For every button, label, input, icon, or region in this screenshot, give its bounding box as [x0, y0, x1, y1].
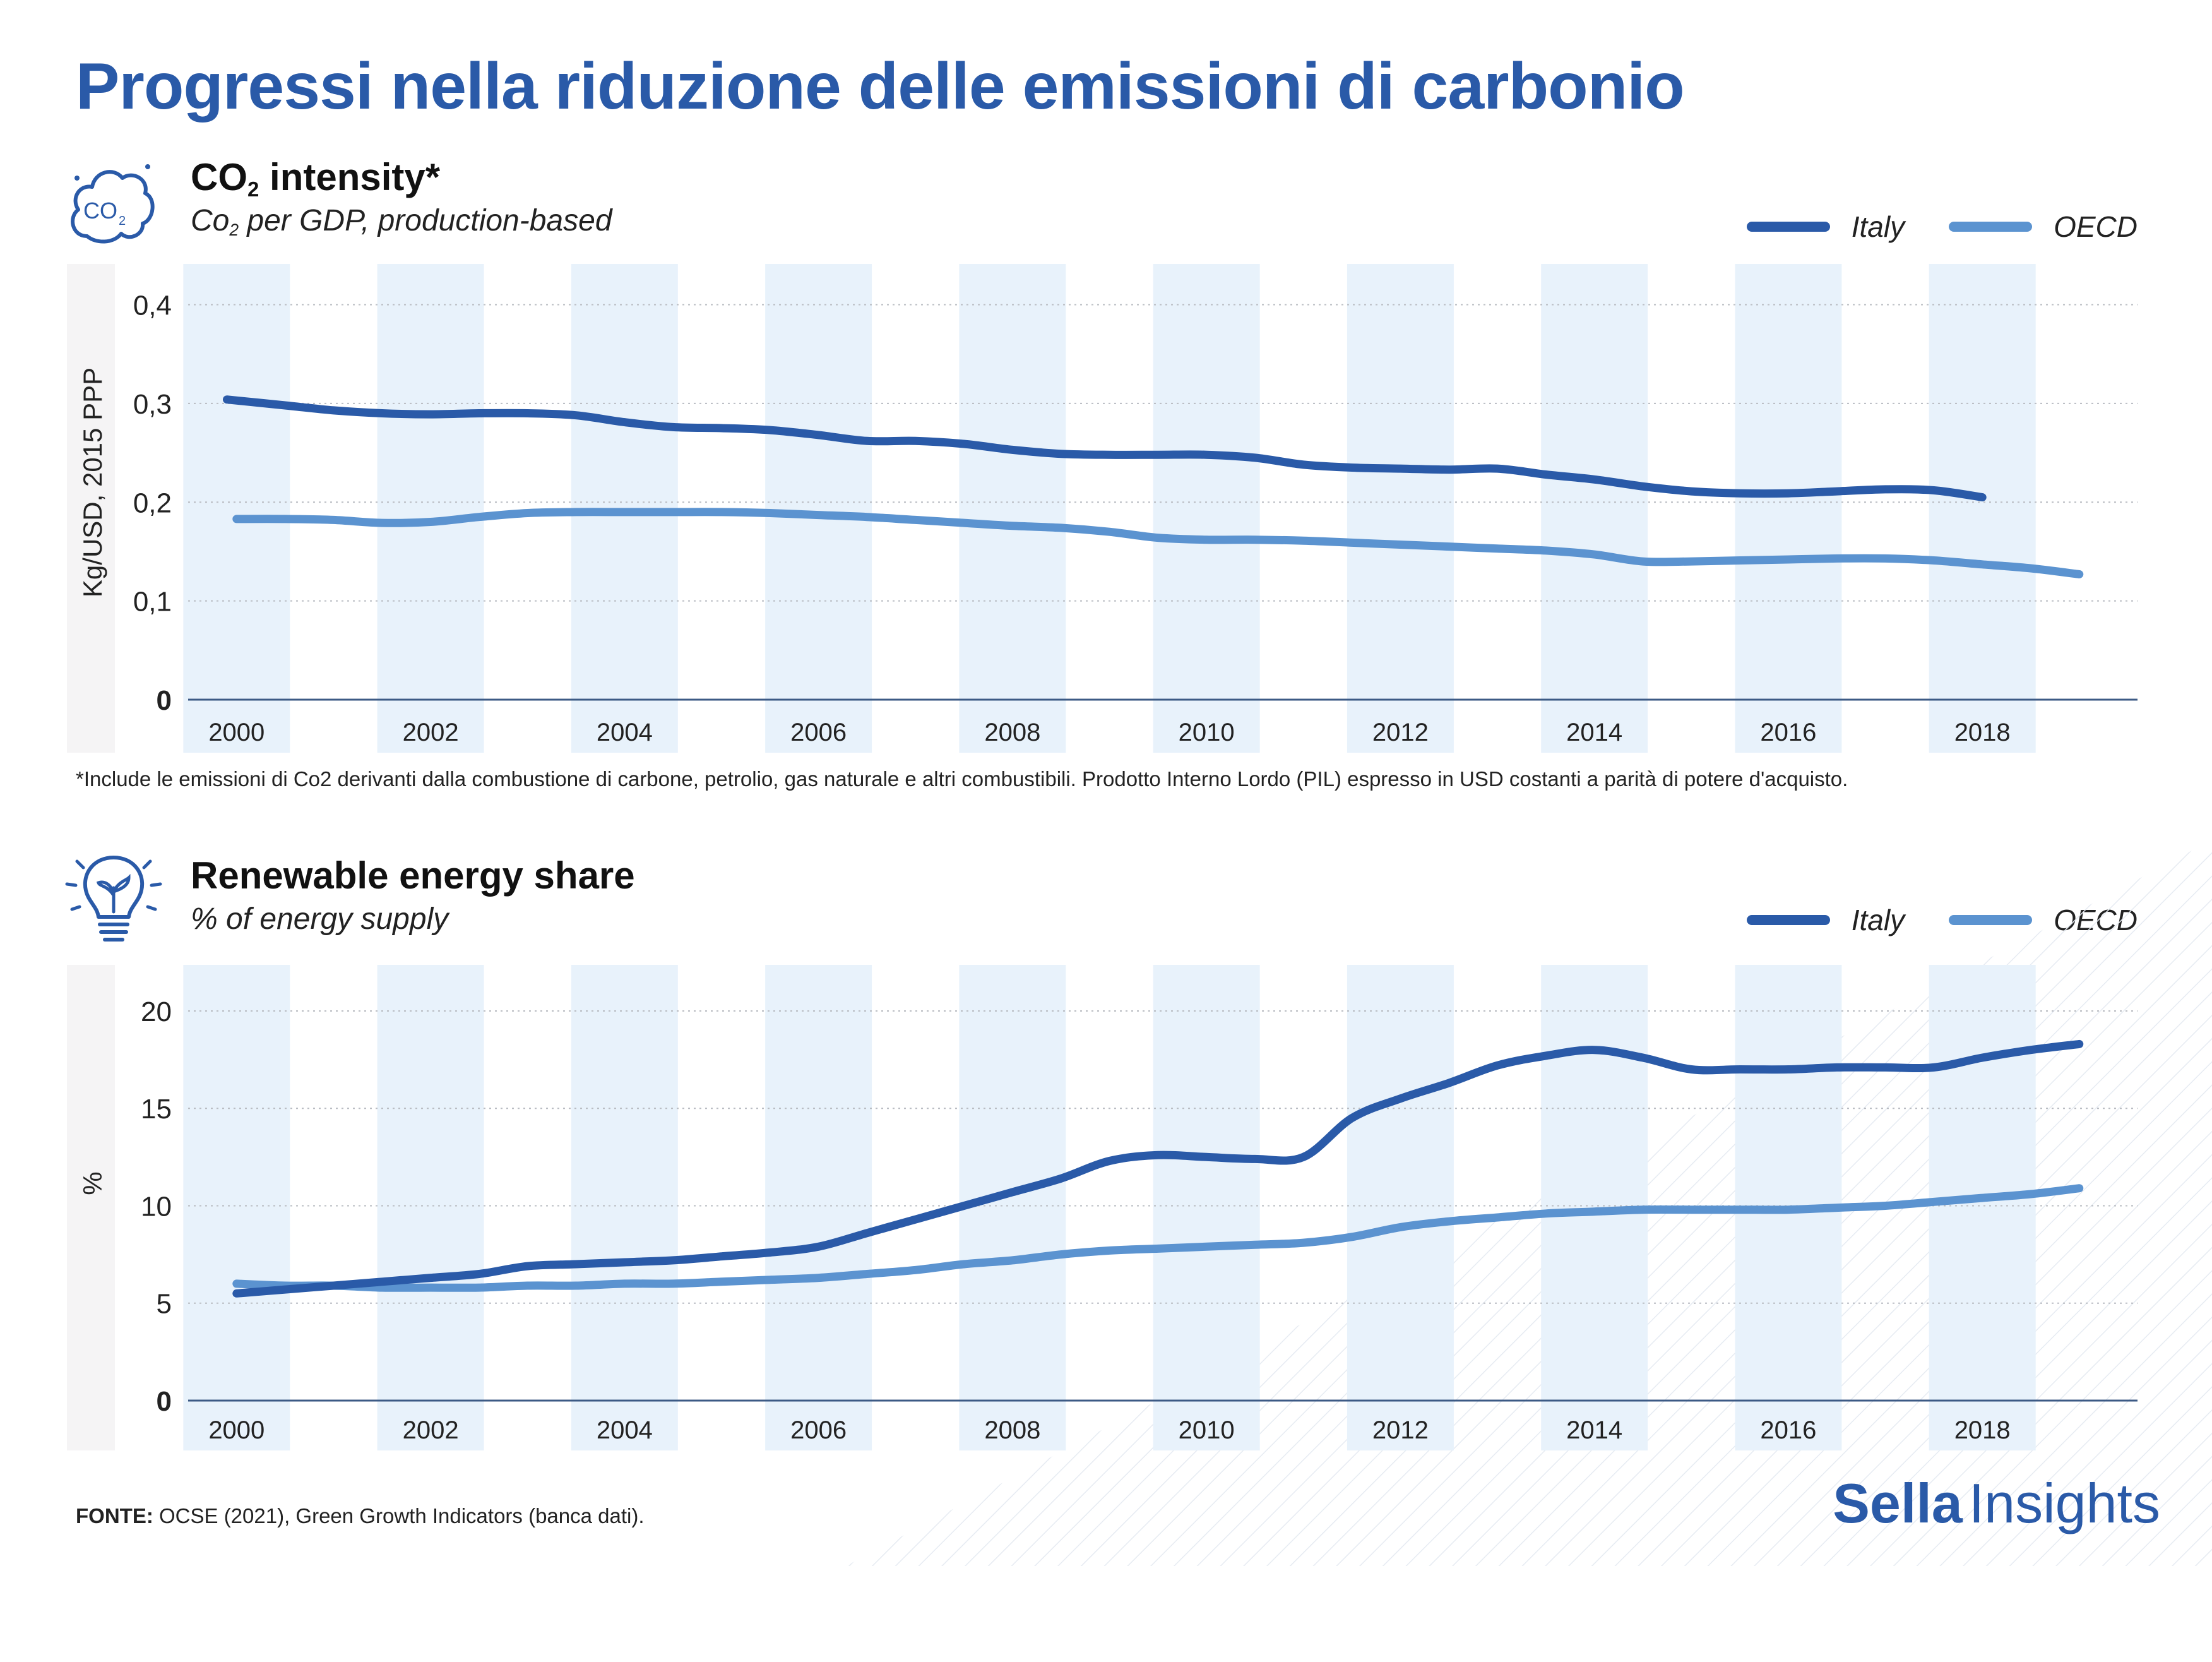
year-band [765, 965, 872, 1450]
lightbulb-plant-icon [65, 856, 162, 942]
legend-label-oecd: OECD [2054, 210, 2138, 243]
x-tick-label: 2002 [403, 1416, 459, 1444]
x-tick-label: 2012 [1372, 719, 1429, 746]
y-tick-label: 20 [141, 996, 172, 1027]
source-text: OCSE (2021), Green Growth Indicators (ba… [159, 1504, 645, 1527]
legend-swatch-italy [1746, 222, 1830, 232]
year-band [377, 264, 484, 753]
x-tick-label: 2006 [790, 719, 847, 746]
x-tick-label: 2004 [597, 1416, 653, 1444]
x-tick-label: 2008 [984, 1416, 1040, 1444]
x-tick-label: 2004 [597, 719, 653, 746]
x-tick-label: 2000 [208, 1416, 265, 1444]
x-tick-label: 2000 [208, 719, 265, 746]
legend-item-italy: Italy [1746, 903, 1905, 937]
co2-chart-title: CO2 intensity* [191, 156, 441, 201]
renewable-chart-title: Renewable energy share [191, 854, 635, 897]
y-tick-label: 0 [157, 1386, 172, 1417]
year-band [1347, 965, 1454, 1450]
x-tick-label: 2014 [1566, 719, 1622, 746]
x-tick-label: 2006 [790, 1416, 847, 1444]
year-band [1153, 264, 1260, 753]
svg-text:CO: CO [83, 198, 117, 224]
brand-regular: Insights [1968, 1472, 2160, 1534]
year-band [1541, 264, 1648, 753]
year-band [183, 965, 290, 1450]
x-tick-label: 2016 [1760, 719, 1816, 746]
co2-legend: Italy OECD [1746, 210, 2138, 244]
legend-swatch-oecd [1949, 222, 2033, 232]
x-tick-label: 2008 [984, 719, 1040, 746]
legend-item-italy: Italy [1746, 210, 1905, 244]
co2-chart-subtitle: Co2 per GDP, production-based [191, 204, 612, 239]
source-note: FONTE: OCSE (2021), Green Growth Indicat… [76, 1504, 645, 1528]
year-band [183, 264, 290, 753]
co2-cloud-icon: CO 2 [71, 164, 155, 244]
y-tick-label: 0,2 [133, 487, 172, 518]
y-tick-label: 10 [141, 1191, 172, 1222]
year-band [765, 264, 872, 753]
series-line-italy [223, 395, 1987, 501]
year-band [959, 264, 1066, 753]
brand-bold: Sella [1833, 1472, 1963, 1534]
year-band [377, 965, 484, 1450]
year-band [1929, 965, 2036, 1450]
x-tick-label: 2014 [1566, 1416, 1622, 1444]
page-title: Progressi nella riduzione delle emission… [76, 50, 1685, 123]
legend-item-oecd: OECD [1949, 210, 2138, 244]
y-tick-label: 0 [157, 685, 172, 716]
x-tick-label: 2016 [1760, 1416, 1816, 1444]
year-band [959, 965, 1066, 1450]
y-axis-label: % [78, 1171, 107, 1195]
brand-logo: Sella Insights [1833, 1471, 2160, 1536]
x-tick-label: 2018 [1954, 1416, 2011, 1444]
y-tick-label: 0,3 [133, 389, 172, 420]
x-tick-label: 2012 [1372, 1416, 1429, 1444]
y-axis-strip [67, 264, 115, 753]
svg-text:2: 2 [119, 214, 126, 228]
legend-label-italy: Italy [1851, 904, 1905, 936]
series-line-oecd [232, 508, 2084, 578]
year-band [1735, 264, 1842, 753]
year-band [571, 965, 678, 1450]
x-tick-label: 2010 [1179, 719, 1235, 746]
y-tick-label: 0,4 [133, 290, 172, 321]
y-axis-strip [67, 965, 115, 1450]
series-line-italy [232, 1039, 2084, 1298]
footnote: *Include le emissioni di Co2 derivanti d… [76, 767, 1848, 791]
x-tick-label: 2010 [1179, 1416, 1235, 1444]
renewable-chart-subtitle: % of energy supply [191, 902, 449, 936]
x-tick-label: 2002 [403, 719, 459, 746]
year-band [1347, 264, 1454, 753]
y-axis-label: Kg/USD, 2015 PPP [78, 368, 107, 597]
legend-label-italy: Italy [1851, 210, 1905, 243]
year-band [1929, 264, 2036, 753]
year-band [1153, 965, 1260, 1450]
source-label: FONTE: [76, 1504, 153, 1527]
legend-swatch-italy [1746, 915, 1830, 925]
series-line-oecd [232, 1184, 2084, 1292]
legend-swatch-oecd [1949, 915, 2033, 925]
x-tick-label: 2018 [1954, 719, 2011, 746]
y-tick-label: 0,1 [133, 587, 172, 618]
y-tick-label: 5 [157, 1289, 172, 1320]
y-tick-label: 15 [141, 1094, 172, 1125]
